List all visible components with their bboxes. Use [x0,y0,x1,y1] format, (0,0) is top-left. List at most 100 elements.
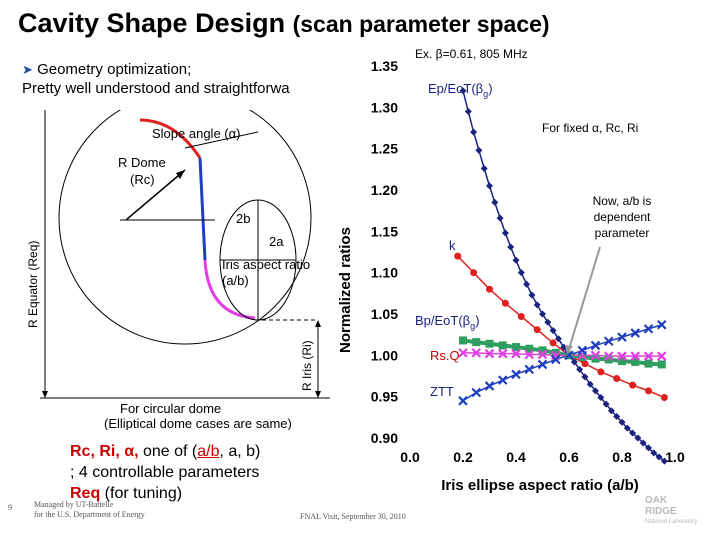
series-0-point [459,87,467,95]
series-2-point [472,338,481,347]
y-tick-label: 1.10 [371,265,398,281]
series-2-point [485,339,494,348]
note-line-2: ; 4 controllable parameters [70,464,260,481]
note-one-of: one of ( [138,443,198,460]
series-0-point [576,365,584,373]
circular-dome-label-2: (Elliptical dome cases are same) [104,416,292,430]
series-0-point [639,439,647,447]
series-3-point [497,348,508,359]
series-4-point [656,319,667,330]
y-tick-label: 1.30 [371,99,398,115]
series-1-point [660,393,668,401]
x-tick-label: 0.4 [506,449,526,465]
series-0-point [597,393,605,401]
iris-aspect-label-2: (a/b) [222,273,249,288]
series-1-point [581,360,589,368]
annotation-dependent-3: parameter [595,226,650,240]
series-0-point [629,429,637,437]
series-3-point [484,348,495,359]
series-0-point [475,146,483,154]
series-line-3 [463,352,662,357]
note-ab-red: a/b [197,443,220,460]
series-0-point [533,301,541,309]
title-sub: (scan parameter space) [292,11,550,37]
series-4-point [564,350,574,361]
series-4-point [471,387,482,398]
series-label-end: ) [488,81,492,96]
series-4-point [484,381,495,391]
series-0-point [464,107,472,115]
series-3-point [630,351,641,361]
y-tick-label: 1.15 [371,223,398,239]
series-1-point [645,387,652,395]
annotation-dependent-1: Now, a/b is [593,194,652,208]
footer-managed-line-1: Managed by UT-Battelle [34,500,114,509]
footer-visit: FNAL Visit, September 30, 2010 [300,512,406,521]
series-4-point [458,396,468,406]
r-dome-label: R Dome [118,155,166,170]
y-axis-title: Normalized ratios [337,227,354,353]
series-0-point [539,310,546,318]
dependent-arrowhead [565,345,573,355]
series-3-point [590,350,601,361]
series-0-point [512,256,520,264]
chart-marks [454,87,668,465]
bullet-arrow-icon: ➤ [22,62,33,77]
series-0-point [554,335,562,343]
y-tick-label: 0.95 [371,389,398,405]
series-3-point [524,349,535,360]
series-1-point [629,381,637,389]
series-2-point [538,346,547,355]
series-1-point [501,299,509,307]
series-2-point [604,355,613,364]
series-0-point [570,358,578,366]
series-0-point [581,373,589,381]
series-4-point [643,324,654,334]
slope-angle-pointer [184,131,259,149]
rc-label: (Rc) [130,172,155,187]
y-tick-label: 1.00 [371,347,398,363]
series-0-point [480,165,488,173]
r-equator-label: R Equator (Req) [26,241,40,328]
series-1-point [470,269,478,277]
series-2-point [631,357,640,366]
series-4-point [630,328,641,338]
logo-line-1: OAK [645,495,668,506]
series-label-main: Ep/EoT(β [428,81,483,96]
series-line-0 [462,90,665,462]
series-0-point [586,380,594,388]
x-tick-label: 0.8 [612,449,632,465]
dome-radius-arrowhead [176,170,185,179]
series-label-sub: g [483,89,488,99]
series-0-point [496,214,504,222]
series-2-point [644,359,653,368]
series-3-point [656,351,667,361]
series-label-main: k [449,238,456,253]
series-0-point [470,128,478,136]
series-4-point [590,340,601,351]
series-1-point [597,368,605,376]
page-title: Cavity Shape Design (scan parameter spac… [18,8,550,39]
series-4-point [550,354,561,365]
series-0-point [660,457,668,465]
series-1-point [533,326,541,334]
y-tick-label: 0.90 [371,430,398,446]
series-label-end: ) [475,313,479,328]
series-1-point [517,312,525,320]
series-3-point [511,348,521,359]
series-2-point [551,348,560,357]
note-a-b: , a, b) [219,443,261,460]
series-2-point [657,360,666,369]
iris-aspect-label-1: Iris aspect ratio [222,257,310,272]
series-label-4: ZTT [430,384,454,399]
parameter-note: Rc, Ri, α, one of (a/b, a, b) ; 4 contro… [70,441,260,504]
logo-line-2: RIDGE [645,506,677,517]
series-0-point [650,449,658,457]
x-tick-label: 1.0 [665,449,685,465]
series-label-1: k [449,238,456,253]
series-0-point [486,182,493,190]
series-1-point [486,285,493,293]
series-line-2 [462,338,662,367]
footer-managed: Managed by UT-Battelle for the U.S. Depa… [34,500,145,520]
